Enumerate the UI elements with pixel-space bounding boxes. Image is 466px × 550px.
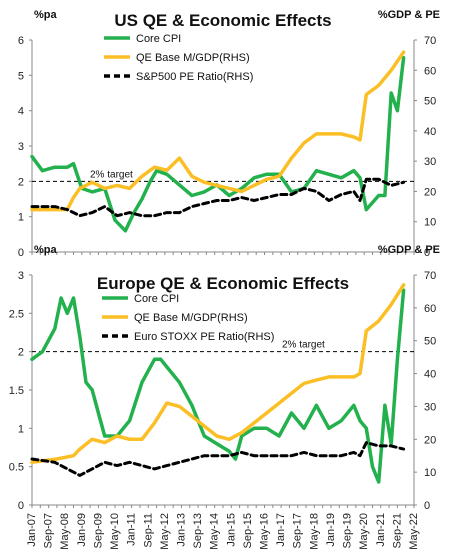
y-tick-label: 2	[18, 347, 24, 359]
y2-tick-label: 10	[424, 217, 436, 229]
y2-tick-label: 50	[424, 96, 436, 108]
x-tick-label: May-16	[259, 513, 271, 550]
x-tick-label: May-18	[308, 513, 320, 550]
x-tick-label: Sep-13	[192, 513, 204, 548]
series-line-qe-base-m-gdp-rhs	[30, 283, 406, 465]
y2-tick-label: 20	[424, 186, 436, 198]
x-tick-label: May-20	[358, 513, 370, 550]
y-tick-label: 6	[18, 35, 24, 47]
y-tick-label: 4	[18, 106, 24, 118]
x-tick-label: Jan-15	[225, 513, 237, 547]
x-tick-label: Sep-15	[242, 513, 254, 548]
y2-tick-label: 70	[424, 35, 436, 47]
x-tick-label: Sep-11	[142, 513, 154, 548]
x-tick-label: May-10	[109, 513, 121, 550]
y2-tick-label: 30	[424, 401, 436, 413]
target-label: 2% target	[90, 169, 133, 180]
x-tick-label: Jan-13	[175, 513, 187, 547]
y2-tick-label: 40	[424, 126, 436, 138]
x-tick-label: Sep-19	[342, 513, 354, 548]
y-tick-label: 0	[18, 500, 24, 512]
legend-label: Core CPI	[134, 293, 179, 305]
y2-tick-label: 50	[424, 336, 436, 348]
x-tick-label: May-12	[159, 513, 171, 550]
right-axis-unit: %GDP & PE	[378, 9, 440, 21]
x-tick-label: Jan-21	[375, 513, 387, 547]
x-tick-label: May-22	[408, 513, 420, 550]
x-tick-label: Jan-11	[126, 513, 138, 546]
y-tick-label: 1	[18, 212, 24, 224]
y2-tick-label: 70	[424, 270, 436, 282]
y-tick-label: 3	[18, 141, 24, 153]
legend-label: Euro STOXX PE Ratio(RHS)	[134, 331, 274, 343]
legend-label: QE Base M/GDP(RHS)	[134, 312, 248, 324]
series-line-core-cpi	[30, 55, 406, 233]
y2-tick-label: 60	[424, 65, 436, 77]
series-line-qe-base-m-gdp-rhs	[30, 50, 406, 212]
x-tick-label: Jan-09	[76, 513, 88, 547]
legend-label: Core CPI	[136, 33, 181, 45]
chart-title: Europe QE & Economic Effects	[97, 274, 349, 293]
right-axis-unit: %GDP & PE	[378, 244, 440, 256]
legend-label: S&P500 PE Ratio(RHS)	[136, 71, 253, 83]
y-tick-label: 5	[18, 70, 24, 82]
y-tick-label: 0.5	[9, 462, 24, 474]
y2-tick-label: 20	[424, 434, 436, 446]
y-tick-label: 1	[18, 423, 24, 435]
x-tick-label: May-08	[59, 513, 71, 550]
chart-title: US QE & Economic Effects	[114, 11, 331, 30]
y-tick-label: 1.5	[9, 385, 24, 397]
series-line-core-cpi	[30, 288, 406, 484]
left-axis-unit: %pa	[34, 9, 58, 21]
y-tick-label: 3	[18, 270, 24, 282]
y2-tick-label: 0	[424, 247, 430, 259]
y2-tick-label: 40	[424, 369, 436, 381]
legend-label: QE Base M/GDP(RHS)	[136, 52, 250, 64]
left-axis-unit: %pa	[34, 244, 58, 256]
y2-tick-label: 10	[424, 467, 436, 479]
x-tick-label: Sep-07	[43, 513, 55, 548]
x-tick-label: May-14	[209, 513, 221, 550]
y2-tick-label: 30	[424, 156, 436, 168]
series-line-euro-stoxx-pe-ratio-rhs	[30, 441, 406, 477]
x-tick-label: Jan-07	[26, 513, 38, 547]
x-tick-label: Sep-21	[391, 513, 403, 548]
x-tick-label: Jan-17	[275, 513, 287, 547]
y-tick-label: 2	[18, 176, 24, 188]
y2-tick-label: 0	[424, 500, 430, 512]
y-tick-label: 2.5	[9, 308, 24, 320]
y-tick-label: 0	[18, 247, 24, 259]
x-tick-label: Sep-09	[92, 513, 104, 548]
y2-tick-label: 60	[424, 303, 436, 315]
x-tick-label: Jan-19	[325, 513, 337, 547]
series-line-s-p500-pe-ratio-rhs	[30, 177, 406, 218]
target-label: 2% target	[282, 340, 325, 351]
x-tick-label: Sep-17	[292, 513, 304, 548]
